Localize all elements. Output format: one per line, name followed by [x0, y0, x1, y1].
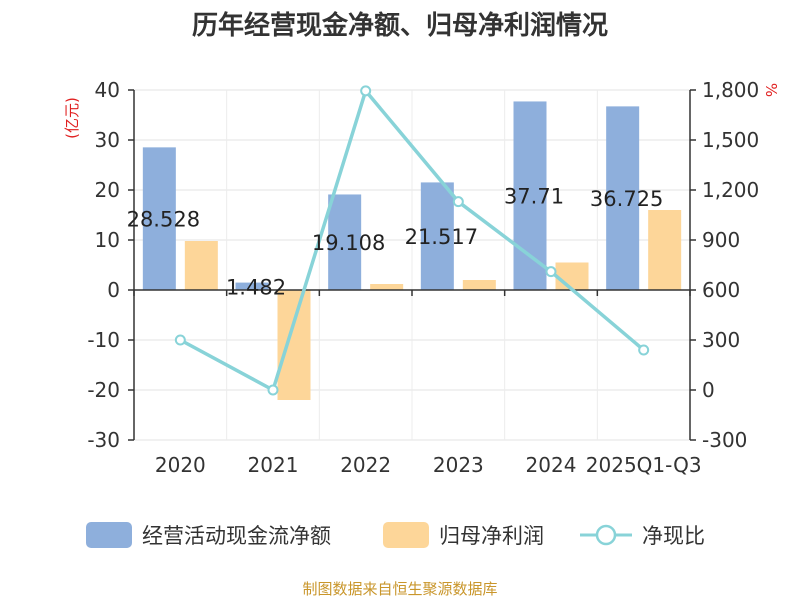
right-axis-tick-label: -300 [702, 428, 747, 452]
bar-cashflow [142, 147, 176, 290]
legend-swatch-ratio-marker [595, 524, 617, 546]
ratio-point [452, 196, 464, 208]
bar-value-label: 1.482 [226, 275, 286, 299]
legend: 经营活动现金流净额 归母净利润 净现比 [86, 522, 705, 548]
right-axis-tick-label: 1,800 [702, 78, 759, 102]
right-axis-unit: % [762, 83, 780, 97]
ratio-point [267, 384, 279, 396]
source-note: 制图数据来自恒生聚源数据库 [302, 580, 497, 598]
right-axis-tick-label: 900 [702, 228, 740, 252]
ratio-line [179, 87, 645, 393]
ratio-point [545, 266, 557, 278]
bar-value-label: 28.528 [127, 208, 200, 232]
left-axis-tick-label: 30 [95, 128, 120, 152]
ratio-point [174, 334, 186, 346]
x-axis-label: 2024 [526, 453, 577, 477]
right-axis-tick-label: 300 [702, 328, 740, 352]
left-axis-tick-label: -20 [87, 378, 120, 402]
legend-swatch-profit [383, 522, 429, 548]
right-axis-tick-label: 1,200 [702, 178, 759, 202]
bar-profit [648, 210, 682, 290]
bar-profit [555, 262, 589, 290]
data-labels: 28.528 1.482 19.108 21.517 37.71 36.725 [127, 185, 664, 300]
ratio-point [360, 85, 372, 97]
ratio-point [638, 344, 650, 356]
left-axis-tick-label: 20 [95, 178, 120, 202]
x-axis [133, 289, 691, 296]
right-axis: 1,800 1,500 1,200 900 600 300 0 -300 [689, 78, 759, 452]
bar-value-label: 36.725 [590, 187, 663, 211]
legend-label-ratio: 净现比 [642, 524, 705, 548]
bar-profit [462, 280, 496, 290]
bar-profit [277, 290, 311, 400]
x-axis-label: 2023 [433, 453, 484, 477]
bar-profit [184, 241, 218, 290]
bar-series [142, 101, 682, 400]
chart-title: 历年经营现金净额、归母净利润情况 [192, 10, 608, 41]
left-axis-unit: (亿元) [63, 97, 81, 139]
right-axis-tick-label: 0 [702, 378, 715, 402]
right-axis-tick-label: 1,500 [702, 128, 759, 152]
x-axis-label: 2025Q1-Q3 [586, 453, 702, 477]
left-axis-tick-label: -30 [87, 428, 120, 452]
right-axis-tick-label: 600 [702, 278, 740, 302]
x-axis-labels: 2020 2021 2022 2023 2024 2025Q1-Q3 [155, 453, 702, 477]
bar-profit [370, 284, 404, 290]
left-axis: 40 30 20 10 0 -10 -20 -30 [87, 78, 135, 452]
bar-cashflow [420, 182, 454, 290]
legend-swatch-cashflow [86, 522, 132, 548]
legend-label-cashflow: 经营活动现金流净额 [142, 524, 331, 548]
left-axis-tick-label: 0 [107, 278, 120, 302]
x-axis-label: 2022 [340, 453, 391, 477]
line-series [174, 85, 650, 396]
left-axis-tick-label: -10 [87, 328, 120, 352]
x-axis-label: 2020 [155, 453, 206, 477]
bar-cashflow [235, 282, 269, 290]
bar-value-label: 21.517 [405, 225, 478, 249]
left-axis-tick-label: 10 [95, 228, 120, 252]
bar-cashflow [606, 106, 640, 290]
left-axis-tick-label: 40 [95, 78, 120, 102]
bar-cashflow [513, 101, 547, 290]
legend-label-profit: 归母净利润 [439, 524, 544, 548]
bar-value-label: 37.71 [504, 185, 564, 209]
bar-value-label: 19.108 [312, 231, 385, 255]
x-axis-label: 2021 [248, 453, 299, 477]
bar-cashflow [328, 194, 362, 290]
